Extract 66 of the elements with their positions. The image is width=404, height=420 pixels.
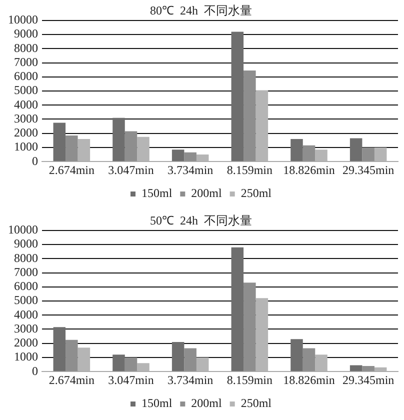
chart-title: 80℃ 24h 不同水量 [150, 3, 252, 18]
bar [66, 135, 78, 162]
y-tick-label: 5000 [14, 83, 38, 98]
bar [290, 139, 303, 162]
y-tick-label: 1000 [14, 140, 38, 154]
legend-label: 150ml [142, 396, 173, 410]
bar [362, 147, 374, 162]
y-tick-label: 1000 [14, 350, 38, 364]
y-tick-label: 5000 [14, 293, 38, 308]
x-tick-label: 29.345min [342, 162, 394, 177]
bar [350, 138, 362, 162]
y-tick-label: 9000 [14, 26, 38, 41]
x-tick-label: 8.159min [226, 162, 273, 177]
legend-label: 150ml [142, 186, 173, 200]
legend-label: 250ml [240, 186, 272, 200]
bar [112, 118, 125, 162]
legend-label: 200ml [191, 186, 222, 200]
bar [112, 354, 125, 372]
x-tick-label: 3.734min [167, 162, 214, 177]
legend-label: 200ml [191, 396, 222, 410]
y-tick-label: 10000 [8, 222, 38, 237]
y-tick-label: 2000 [14, 336, 38, 350]
y-tick-label: 6000 [14, 279, 38, 294]
x-tick-label: 2.674min [48, 372, 95, 387]
y-tick-label: 8000 [14, 250, 38, 265]
y-tick-label: 6000 [14, 69, 38, 84]
bar [53, 122, 66, 162]
y-tick-label: 2000 [14, 126, 38, 140]
y-tick-label: 3000 [14, 111, 38, 126]
bar [124, 357, 138, 372]
bar [231, 32, 244, 162]
bar [302, 145, 316, 162]
chart-title: 50℃ 24h 不同水量 [150, 213, 252, 228]
y-tick-label: 8000 [14, 40, 38, 55]
bar [350, 365, 362, 372]
bar [124, 131, 138, 162]
y-tick-label: 10000 [8, 12, 38, 27]
legend-label: 250ml [240, 396, 272, 410]
bar [172, 342, 184, 372]
x-tick-label: 3.734min [167, 372, 214, 387]
bar [184, 152, 196, 162]
x-tick-label: 18.826min [283, 372, 335, 387]
y-tick-label: 0 [32, 154, 38, 168]
y-tick-label: 7000 [14, 264, 38, 279]
x-tick-label: 3.047min [108, 372, 154, 387]
x-tick-label: 18.826min [283, 162, 335, 177]
bar [362, 366, 374, 372]
x-tick-label: 2.674min [48, 162, 95, 177]
y-tick-label: 7000 [14, 54, 38, 69]
y-tick-label: 3000 [14, 321, 38, 336]
bar [244, 282, 256, 372]
bar [172, 150, 184, 162]
y-tick-label: 4000 [14, 97, 38, 112]
x-tick-label: 29.345min [342, 372, 394, 387]
y-tick-label: 0 [32, 364, 38, 378]
x-tick-label: 8.159min [226, 372, 273, 387]
bar [302, 348, 316, 372]
bar [290, 339, 303, 372]
bar [184, 348, 196, 372]
y-tick-label: 9000 [14, 236, 38, 251]
x-tick-label: 3.047min [108, 162, 154, 177]
bar [231, 247, 244, 372]
bar [53, 327, 66, 372]
bar [66, 340, 78, 372]
bar [244, 70, 256, 162]
y-tick-label: 4000 [14, 307, 38, 322]
